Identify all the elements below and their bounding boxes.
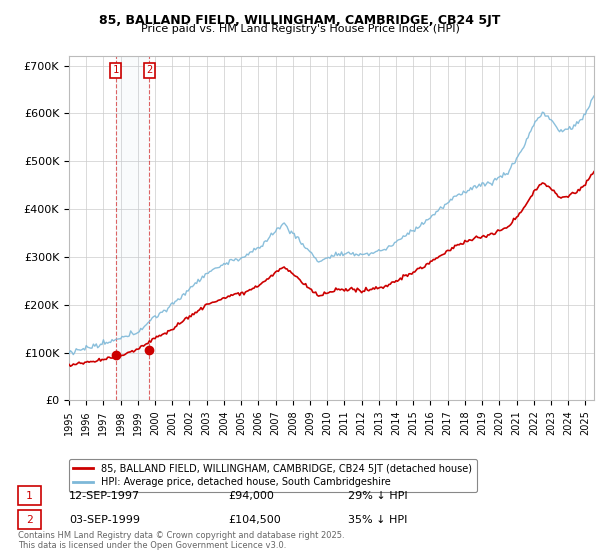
Text: 03-SEP-1999: 03-SEP-1999: [69, 515, 140, 525]
Text: 35% ↓ HPI: 35% ↓ HPI: [348, 515, 407, 525]
Text: 29% ↓ HPI: 29% ↓ HPI: [348, 491, 407, 501]
Text: £94,000: £94,000: [228, 491, 274, 501]
Legend: 85, BALLAND FIELD, WILLINGHAM, CAMBRIDGE, CB24 5JT (detached house), HPI: Averag: 85, BALLAND FIELD, WILLINGHAM, CAMBRIDGE…: [68, 459, 476, 492]
Text: Price paid vs. HM Land Registry's House Price Index (HPI): Price paid vs. HM Land Registry's House …: [140, 24, 460, 34]
Text: 1: 1: [113, 66, 119, 76]
Text: 12-SEP-1997: 12-SEP-1997: [69, 491, 140, 501]
Text: 85, BALLAND FIELD, WILLINGHAM, CAMBRIDGE, CB24 5JT: 85, BALLAND FIELD, WILLINGHAM, CAMBRIDGE…: [100, 14, 500, 27]
Text: £104,500: £104,500: [228, 515, 281, 525]
Text: 1: 1: [26, 491, 33, 501]
Bar: [116, 56, 149, 400]
Text: Contains HM Land Registry data © Crown copyright and database right 2025.
This d: Contains HM Land Registry data © Crown c…: [18, 530, 344, 550]
Text: 2: 2: [146, 66, 152, 76]
Text: 2: 2: [26, 515, 33, 525]
